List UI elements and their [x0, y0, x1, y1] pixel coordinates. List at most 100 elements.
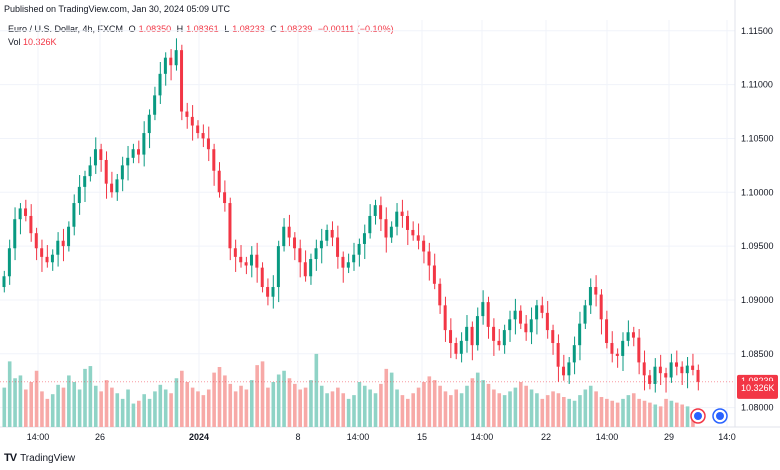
candle-body	[303, 262, 307, 277]
symbol-name[interactable]: Euro / U.S. Dollar, 4h, FXCM	[8, 24, 124, 34]
volume-bar	[319, 385, 324, 427]
volume-bar	[185, 382, 190, 427]
candle-body	[287, 226, 291, 238]
candle-body	[556, 343, 560, 367]
volume-bar	[502, 395, 507, 427]
volume-bar	[293, 383, 297, 427]
candle-body	[45, 256, 49, 263]
x-tick-label: 14:00	[27, 432, 50, 442]
last-price-label: 1.08239	[741, 376, 774, 386]
candle-body	[2, 276, 6, 288]
volume-bar	[411, 393, 415, 427]
candle-body	[29, 215, 33, 234]
volume-bar	[99, 391, 103, 427]
y-tick-label: 1.09000	[741, 295, 774, 305]
volume-bar	[147, 398, 152, 427]
candle-body	[529, 319, 533, 333]
candle-body	[158, 73, 162, 96]
candle-body	[631, 332, 635, 338]
footer: TV TradingView	[4, 452, 75, 464]
candle-body	[233, 248, 237, 257]
high-value: 1.08361	[186, 24, 219, 34]
volume-bar	[336, 387, 340, 427]
candle-body	[648, 375, 652, 384]
volume-bar	[115, 393, 120, 427]
y-tick-label: 1.10500	[741, 133, 774, 143]
candle-body	[104, 159, 108, 184]
candle-body	[497, 340, 501, 346]
candle-body	[362, 233, 366, 244]
x-tick-label: 14:00	[347, 432, 370, 442]
candle-body	[669, 362, 673, 378]
candle-body	[185, 111, 189, 117]
candle-body	[18, 208, 22, 220]
candle-body	[319, 240, 323, 249]
volume-bar	[29, 382, 33, 427]
volume-bar	[572, 400, 577, 427]
volume-bar	[615, 402, 620, 427]
volume-bar	[190, 387, 195, 427]
candle-body	[508, 319, 512, 331]
candle-body	[24, 208, 28, 216]
open-value: 1.08350	[138, 24, 172, 34]
candle-body	[379, 205, 383, 220]
volume-bar	[104, 380, 109, 427]
price-chart[interactable]: 1.11500 1.11000 1.10500 1.10000 1.09500 1.090…	[0, 0, 780, 450]
volume-label[interactable]: Vol	[8, 37, 21, 47]
volume-bar	[255, 365, 259, 427]
candle-body	[7, 248, 11, 277]
candle-body	[465, 326, 469, 341]
volume-bar	[93, 385, 98, 427]
event-icon-dot	[716, 412, 724, 420]
candle-body	[137, 149, 140, 155]
close-label: C	[270, 24, 277, 34]
candle-body	[449, 330, 453, 344]
candle-body	[110, 183, 114, 193]
volume-bar	[158, 384, 163, 427]
candle-body	[336, 237, 340, 257]
candle-body	[255, 254, 259, 268]
volume-bar	[287, 378, 292, 427]
x-tick-label: 14:0	[718, 432, 736, 442]
x-tick-label: 14:00	[596, 432, 619, 442]
volume-bar	[535, 393, 539, 427]
candle-body	[400, 211, 404, 216]
candle-body	[34, 233, 38, 249]
volume-bar	[362, 385, 367, 427]
candle-body	[325, 229, 329, 241]
candle-body	[373, 205, 377, 216]
volume-bar	[454, 389, 459, 427]
volume-bar	[685, 406, 690, 427]
volume-bar	[379, 383, 383, 427]
volume-bar	[416, 387, 421, 427]
volume-bar	[513, 387, 518, 427]
volume-legend: Vol 10.326K	[8, 37, 57, 47]
x-tick-label: 29	[664, 432, 674, 442]
volume-bar	[83, 368, 87, 427]
candle-body	[588, 287, 592, 306]
low-value: 1.08233	[232, 24, 265, 34]
candle-body	[438, 283, 442, 306]
candle-body	[432, 265, 436, 284]
volume-bar	[282, 370, 286, 427]
brand-name: TradingView	[20, 452, 76, 464]
volume-bar	[341, 393, 346, 427]
volume-bar	[610, 400, 615, 427]
candle-body	[545, 312, 549, 331]
volume-bar	[605, 398, 609, 427]
volume-bar	[212, 372, 216, 427]
candle-body	[664, 373, 668, 378]
volume-bar	[486, 383, 491, 427]
candle-body	[422, 240, 426, 252]
candle-body	[384, 219, 388, 238]
y-tick-label: 1.08000	[741, 403, 774, 413]
candle-body	[427, 251, 431, 266]
candle-body	[492, 326, 496, 341]
volume-bar	[180, 370, 184, 427]
y-tick-label: 1.11500	[741, 26, 773, 36]
volume-bar	[432, 380, 437, 427]
volume-bar	[427, 376, 432, 427]
volume-bar	[518, 382, 523, 427]
volume-bar	[594, 391, 598, 427]
volume-bar	[368, 389, 372, 427]
